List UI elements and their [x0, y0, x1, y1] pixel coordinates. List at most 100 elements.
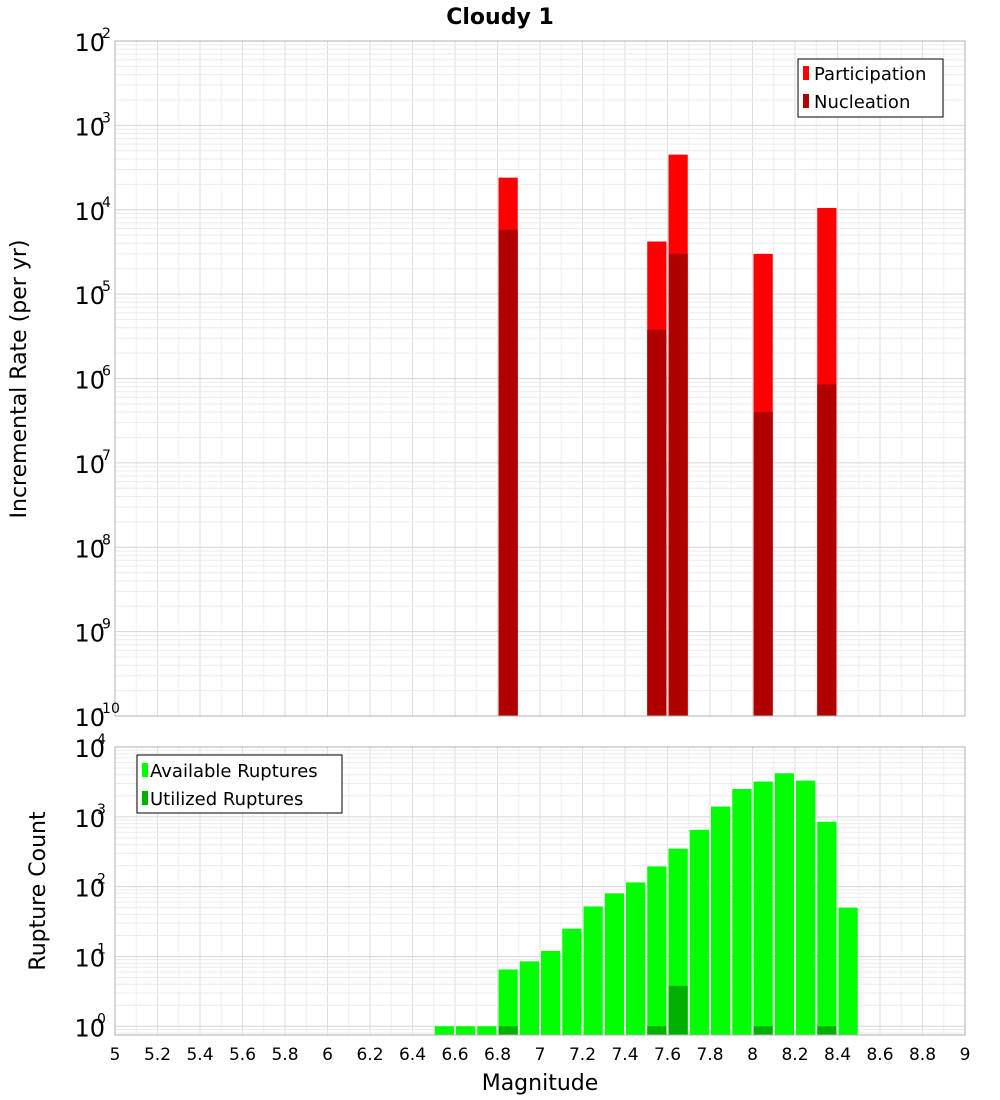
rate-plot-border [114, 40, 966, 717]
rate-bar-nucleation [817, 384, 837, 716]
magnitude-x-tick: 7.4 [611, 1045, 638, 1065]
count-bar-available-ruptures [562, 928, 582, 1035]
magnitude-x-tick: 7 [535, 1045, 546, 1065]
count-y-tick-base: 10 [74, 805, 105, 833]
rate-y-tick-exponent: -10 [97, 701, 120, 717]
count-bar-available-ruptures [774, 773, 794, 1035]
count-bar-available-ruptures [647, 866, 667, 1035]
magnitude-x-tick: 6.4 [399, 1045, 426, 1065]
legend-utilized-label: Utilized Ruptures [150, 789, 303, 810]
rate-bar-nucleation [753, 412, 773, 716]
count-bar-utilized-ruptures [498, 1026, 518, 1035]
count-bar-available-ruptures [541, 950, 561, 1035]
legend-available-swatch [142, 763, 148, 777]
legend-utilized-swatch [142, 791, 148, 805]
legend-nucleation-swatch [803, 94, 809, 108]
count-bar-utilized-ruptures [668, 985, 688, 1035]
rate-legend: Participation Nucleation [797, 58, 944, 118]
count-bar-available-ruptures [838, 907, 858, 1035]
rate-y-tick-base: 10 [74, 451, 105, 479]
count-bar-available-ruptures [732, 789, 752, 1035]
rate-bar-nucleation [498, 229, 518, 717]
count-bar-available-ruptures [711, 806, 731, 1035]
count-bars [434, 773, 858, 1035]
rate-y-tick-base: 10 [74, 113, 105, 141]
rate-y-tick-exponent: -2 [97, 26, 111, 42]
magnitude-x-tick: 5.8 [271, 1045, 298, 1065]
rate-y-tick-exponent: -4 [97, 195, 111, 211]
magnitude-x-tick: 5 [110, 1045, 121, 1065]
count-y-tick-exponent: 3 [97, 802, 106, 818]
rate-y-tick-base: 10 [74, 29, 105, 57]
count-legend-box [136, 754, 343, 814]
count-bar-available-ruptures [604, 893, 624, 1035]
rate-y-tick-base: 10 [74, 282, 105, 310]
legend-participation-swatch [803, 66, 809, 80]
count-y-tick-exponent: 1 [97, 941, 106, 957]
legend-available-label: Available Ruptures [150, 761, 318, 782]
rate-y-tick-base: 10 [74, 704, 105, 732]
chart-title: Cloudy 1 [446, 5, 554, 30]
count-bar-available-ruptures [583, 906, 603, 1035]
magnitude-x-tick: 5.4 [186, 1045, 213, 1065]
count-bar-available-ruptures [796, 780, 816, 1035]
rate-bar-nucleation [647, 329, 667, 716]
magnitude-x-tick: 8.4 [824, 1045, 851, 1065]
count-bar-utilized-ruptures [647, 1026, 667, 1035]
count-y-tick-base: 10 [74, 1014, 105, 1042]
rate-bar-nucleation [668, 253, 688, 716]
rate-legend-box [797, 58, 944, 118]
magnitude-x-tick: 8.6 [866, 1045, 893, 1065]
magnitude-x-tick: 5.2 [144, 1045, 171, 1065]
magnitude-x-tick: 5.6 [229, 1045, 256, 1065]
count-bar-available-ruptures [753, 781, 773, 1035]
rate-y-axis-label: Incremental Rate (per yr) [7, 240, 32, 519]
count-bar-available-ruptures [519, 961, 539, 1035]
magnitude-x-tick: 6.6 [441, 1045, 468, 1065]
count-bar-available-ruptures [498, 969, 518, 1035]
magnitude-x-tick: 8 [747, 1045, 758, 1065]
count-bar-utilized-ruptures [817, 1026, 837, 1035]
rate-y-tick-exponent: -6 [97, 364, 111, 380]
count-y-axis-label: Rupture Count [26, 811, 51, 971]
magnitude-x-axis-label: Magnitude [482, 1071, 599, 1096]
magnitude-x-tick: 6.2 [356, 1045, 383, 1065]
count-plot-border [114, 746, 966, 1036]
count-y-tick-base: 10 [74, 735, 105, 763]
rate-y-tick-exponent: -8 [97, 532, 111, 548]
count-y-tick-exponent: 2 [97, 872, 106, 888]
rate-y-tick-base: 10 [74, 535, 105, 563]
magnitude-x-tick: 9 [960, 1045, 971, 1065]
legend-participation-label: Participation [814, 64, 926, 85]
legend-nucleation-label: Nucleation [814, 92, 910, 113]
count-y-tick-base: 10 [74, 875, 105, 903]
count-bar-available-ruptures [817, 821, 837, 1035]
rate-y-tick-base: 10 [74, 198, 105, 226]
magnitude-x-tick: 8.8 [909, 1045, 936, 1065]
count-bar-available-ruptures [434, 1026, 454, 1035]
magnitude-x-tick-labels: 5 5.2 5.4 5.6 5.8 6 6.2 6.4 6.6 6.8 7 7.2 7.4 7.6 7.8 8… [110, 1045, 971, 1065]
count-bar-utilized-ruptures [753, 1026, 773, 1035]
rate-y-tick-exponent: -9 [97, 617, 111, 633]
count-y-tick-base: 10 [74, 944, 105, 972]
rate-gridlines [114, 40, 966, 717]
count-bar-available-ruptures [456, 1026, 476, 1035]
count-bar-available-ruptures [689, 829, 709, 1035]
magnitude-x-tick: 7.2 [569, 1045, 596, 1065]
rate-y-tick-exponent: -5 [97, 279, 111, 295]
rate-y-tick-exponent: -3 [97, 110, 111, 126]
rate-y-tick-base: 10 [74, 367, 105, 395]
count-bar-available-ruptures [626, 882, 646, 1035]
count-y-tick-exponent: 0 [97, 1011, 106, 1027]
magnitude-x-tick: 7.6 [654, 1045, 681, 1065]
count-legend: Available Ruptures Utilized Ruptures [136, 754, 343, 814]
magnitude-x-tick: 7.8 [696, 1045, 723, 1065]
magnitude-x-tick: 8.2 [781, 1045, 808, 1065]
rate-y-tick-exponent: -7 [97, 448, 111, 464]
rate-y-tick-base: 10 [74, 620, 105, 648]
